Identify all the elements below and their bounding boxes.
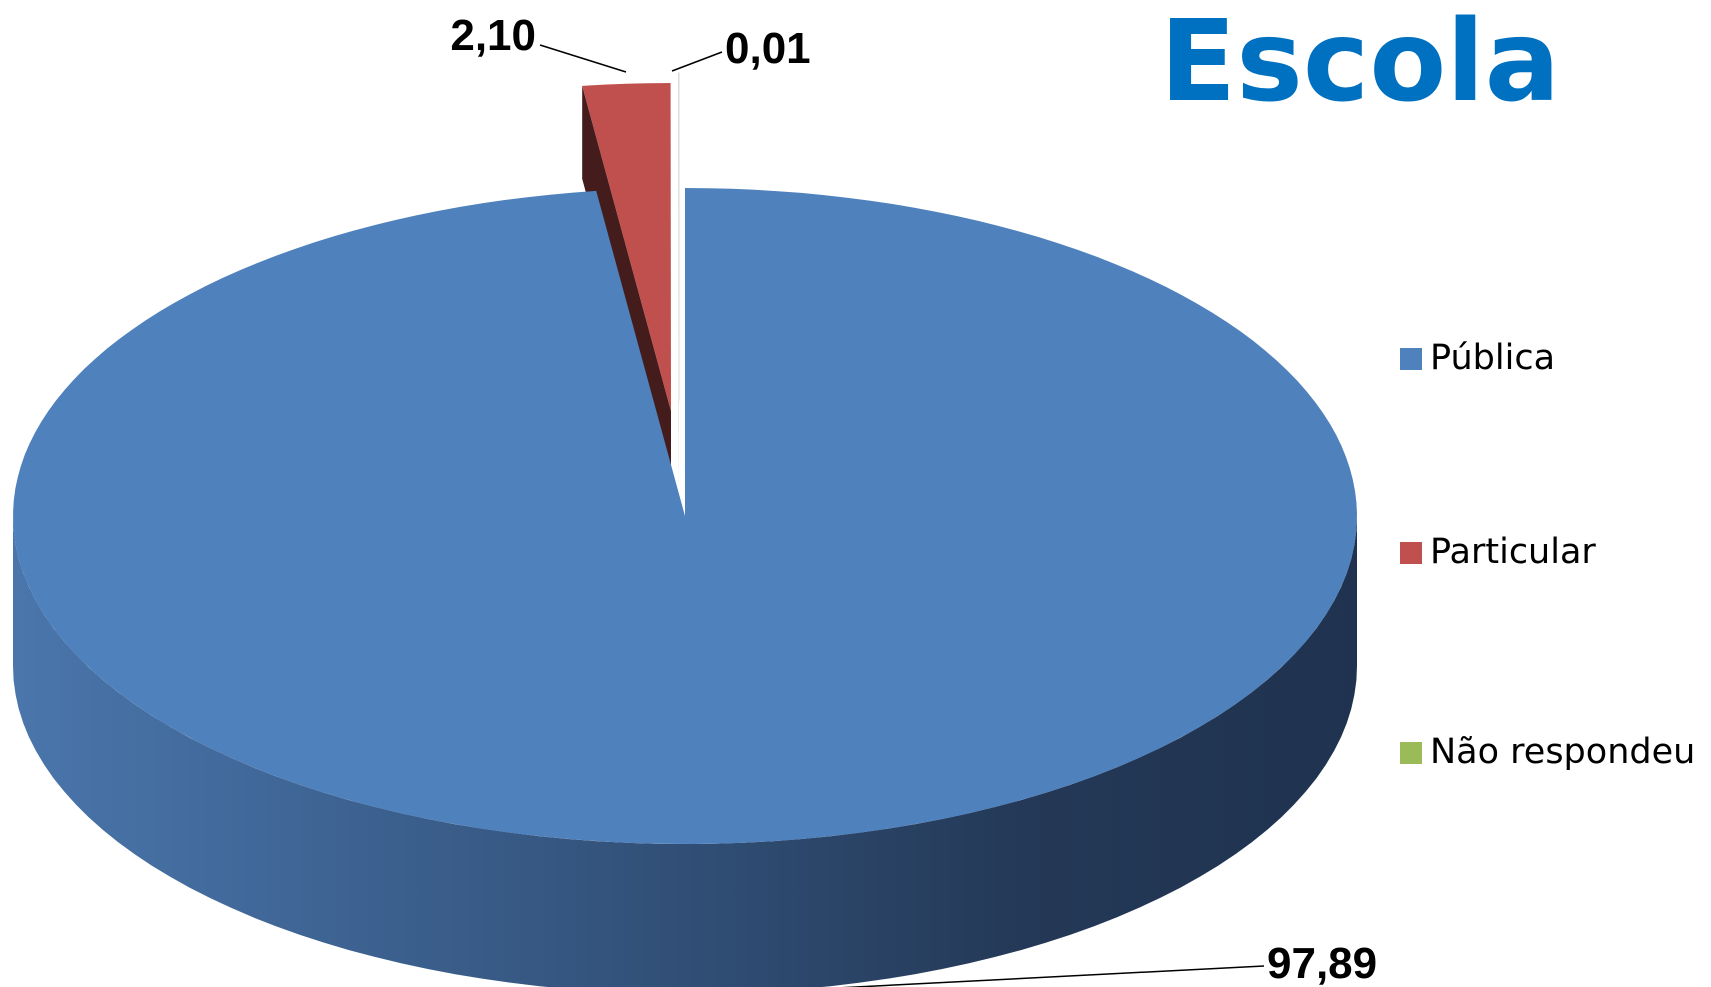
slice-1-top bbox=[582, 83, 671, 411]
legend-item-1: Particular bbox=[1400, 532, 1596, 572]
data-label-2: 0,01 bbox=[725, 24, 811, 73]
legend-label-2: Não respondeu bbox=[1430, 732, 1695, 772]
chart-title: Escola bbox=[1160, 0, 1560, 127]
data-label-leader-0 bbox=[841, 965, 1265, 987]
legend-item-0: Pública bbox=[1400, 338, 1555, 378]
legend-item-2: Não respondeu bbox=[1400, 732, 1695, 772]
legend-swatch-0 bbox=[1400, 348, 1422, 370]
legend-swatch-2 bbox=[1400, 742, 1422, 764]
slice-0 bbox=[13, 188, 1358, 987]
legend-label-0: Pública bbox=[1430, 338, 1555, 378]
data-label-leader-2 bbox=[671, 51, 723, 72]
legend-swatch-1 bbox=[1400, 542, 1422, 564]
slice-0-side bbox=[13, 516, 1357, 987]
slices-layer bbox=[13, 72, 1358, 987]
data-labels-layer: 97,89 2,10 0,01 bbox=[450, 11, 1377, 987]
data-label-leader-1 bbox=[539, 44, 627, 73]
legend: Pública Particular Não respondeu bbox=[1400, 338, 1695, 772]
data-label-0: 97,89 bbox=[1267, 939, 1377, 987]
data-label-1: 2,10 bbox=[450, 11, 536, 60]
slice-0-top bbox=[13, 188, 1358, 844]
legend-label-1: Particular bbox=[1430, 532, 1596, 572]
